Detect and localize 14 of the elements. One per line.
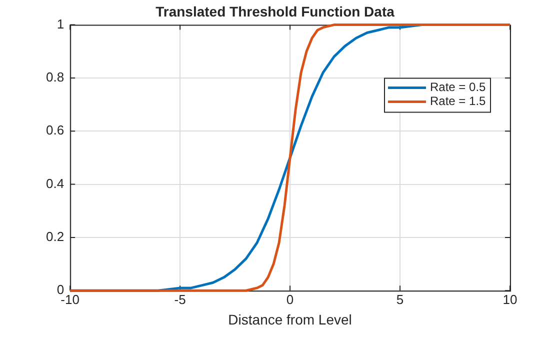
x-tick-label: 10 [502,292,518,307]
chart-title: Translated Threshold Function Data [156,3,395,20]
y-tick-label: 0.2 [46,229,64,244]
y-tick-label: 1 [56,16,64,32]
x-axis-title: Distance from Level [228,311,352,328]
y-tick-label: 0.4 [46,176,64,191]
y-tick-label: 0.6 [46,122,64,138]
legend-label: Rate = 1.5 [430,94,486,108]
y-tick-label: 0 [56,282,64,298]
x-tick-label: -5 [174,292,186,307]
y-tick-label: 0.8 [46,70,64,85]
legend-label: Rate = 0.5 [430,80,486,94]
x-tick-label: 5 [396,292,404,307]
x-tick-label: 0 [286,292,294,307]
